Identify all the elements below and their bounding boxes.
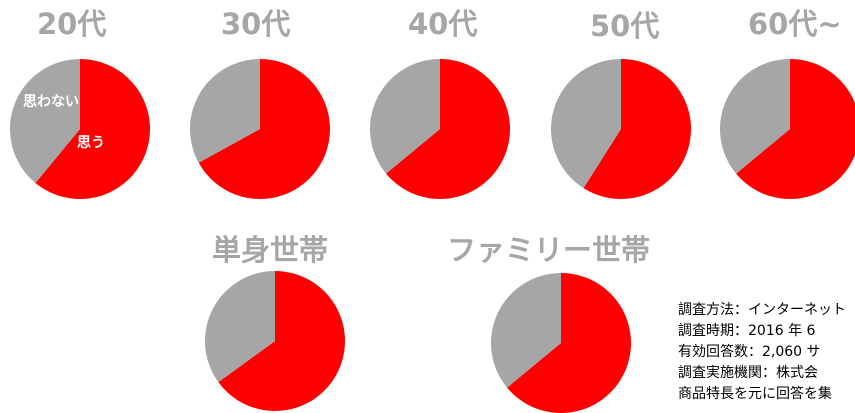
pie-svg	[190, 59, 331, 199]
survey-notes: 調査方法：インターネット 調査時期：2016 年 6 有効回答数：2,060 サ…	[678, 300, 855, 407]
pie-slice-yes	[198, 59, 331, 199]
pie-slice-yes	[386, 59, 510, 199]
pie-slice-no	[551, 59, 621, 189]
pie-svg	[490, 273, 631, 413]
pie-slice-no	[719, 58, 790, 174]
pie-slice-no	[9, 59, 80, 183]
note-method: 調査方法：インターネット	[678, 302, 846, 318]
slice-label-no: 思わない	[23, 94, 79, 110]
pie-slice-no	[369, 58, 440, 174]
note-responses: 有効回答数：2,060 サ	[678, 344, 821, 360]
pie-slice-yes	[736, 59, 855, 199]
pie-svg	[719, 58, 855, 199]
pie-svg	[551, 59, 692, 199]
note-period: 調査時期：2016 年 6	[678, 323, 816, 339]
pie-slice-no	[205, 271, 275, 383]
pie-svg	[205, 271, 346, 411]
chart-title: 20代	[37, 7, 107, 41]
pie-slice-no	[190, 59, 260, 163]
note-basis: 商品特長を元に回答を集	[678, 386, 832, 402]
pie-slice-yes	[507, 273, 631, 413]
pie-slice-yes	[35, 59, 150, 199]
chart-title: 30代	[221, 7, 291, 41]
chart-title: ファミリー世帯	[447, 233, 651, 267]
pie-svg	[369, 58, 510, 199]
pie-slice-yes	[218, 271, 346, 411]
chart-title: 50代	[590, 9, 660, 43]
pie-slice-yes	[583, 59, 692, 199]
pie-svg	[9, 59, 150, 199]
pie-slice-no	[490, 273, 561, 388]
chart-title: 60代~	[748, 7, 842, 41]
slice-label-yes: 思う	[77, 135, 105, 151]
note-agency: 調査実施機関：株式会	[678, 365, 818, 381]
chart-title: 40代	[408, 7, 478, 41]
chart-title: 単身世帯	[212, 233, 329, 267]
